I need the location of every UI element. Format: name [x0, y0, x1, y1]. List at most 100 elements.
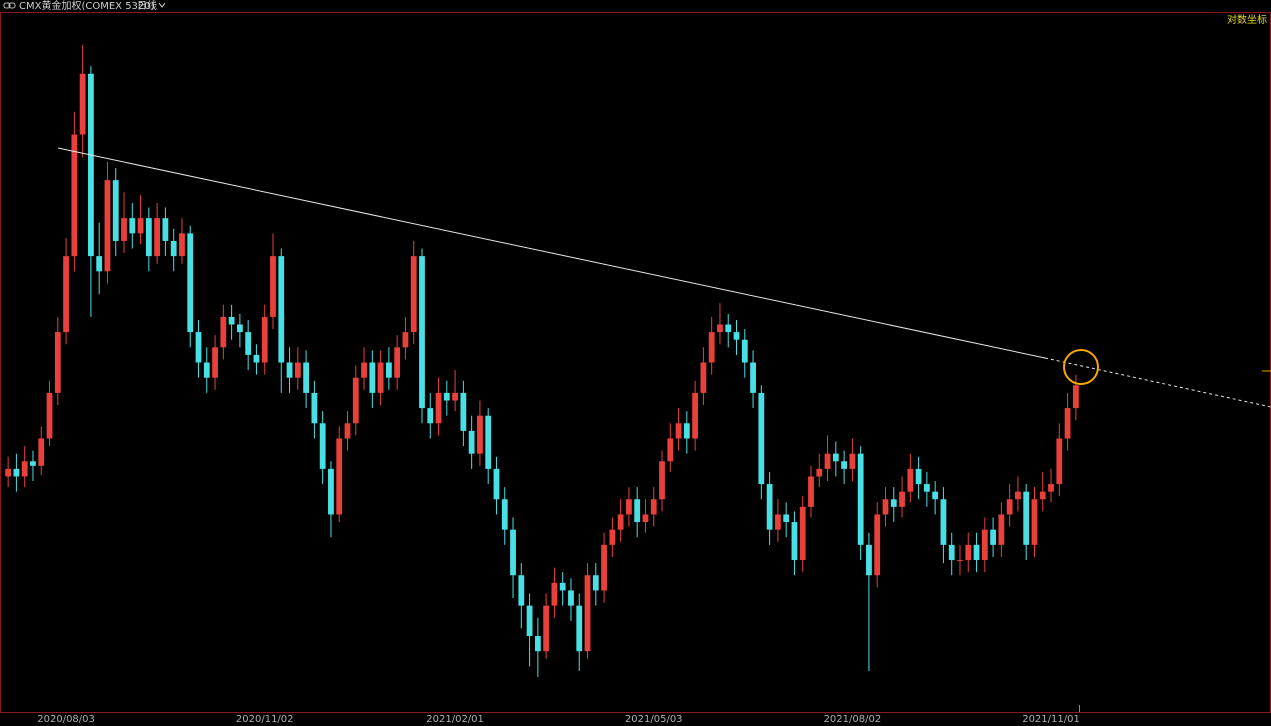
candle-body — [634, 499, 641, 523]
candle-body — [948, 544, 955, 561]
period-selector[interactable]: 日线 — [137, 0, 157, 12]
candle-body — [816, 468, 823, 477]
candle-body — [468, 430, 475, 454]
candle-body — [344, 423, 351, 439]
candle-body — [270, 256, 276, 317]
candle-body — [1056, 438, 1063, 485]
candle-body — [104, 180, 111, 272]
candle-body — [601, 544, 607, 591]
candle-body — [559, 582, 566, 591]
candle-body — [220, 316, 227, 348]
link-icon[interactable] — [3, 2, 16, 9]
candle-body — [261, 316, 268, 363]
candle-body — [857, 453, 864, 545]
candle-body — [882, 499, 889, 515]
candle-body — [38, 438, 45, 466]
candle-body — [700, 362, 707, 393]
x-tick-label: 2020/11/02 — [236, 714, 294, 725]
candle-body — [832, 453, 839, 462]
candle-body — [957, 560, 963, 562]
candle-body — [328, 468, 334, 515]
candle-body — [758, 392, 765, 485]
candle-body — [145, 218, 152, 257]
candle-body — [137, 218, 144, 234]
candle-body — [866, 544, 872, 576]
candle-body — [766, 484, 773, 530]
candle-body — [170, 240, 177, 257]
candle-body — [642, 514, 649, 523]
candle-body — [1039, 491, 1046, 500]
candle-body — [568, 590, 574, 606]
candle-body — [1006, 499, 1013, 515]
candle-body — [741, 339, 748, 363]
candle-body — [377, 362, 384, 393]
candle-body — [410, 256, 417, 333]
candle-body — [667, 438, 674, 462]
candle-body — [71, 134, 78, 257]
candle-body — [890, 499, 897, 507]
candle-body — [1031, 499, 1038, 545]
candle-body — [518, 575, 525, 606]
candle-body — [30, 461, 36, 466]
candle-body — [584, 575, 591, 652]
candle-body — [650, 499, 657, 515]
candle-body — [510, 529, 516, 576]
x-tick-label: 2021/08/02 — [824, 714, 882, 725]
candle-body — [708, 332, 715, 363]
candle-body — [319, 423, 326, 469]
candle-body — [460, 392, 467, 431]
candle-body — [228, 316, 235, 325]
candle-body — [799, 506, 806, 561]
candle-body — [162, 218, 169, 241]
candle-body — [1064, 408, 1071, 439]
candle-body — [899, 491, 905, 507]
candle-body — [303, 362, 310, 393]
candle-body — [203, 362, 210, 378]
candle-body — [998, 514, 1005, 545]
candle-body — [361, 362, 367, 378]
candle-body — [923, 484, 930, 492]
candle-body — [63, 256, 69, 333]
candle-body — [79, 73, 86, 135]
candle-body — [278, 256, 285, 363]
candle-body — [965, 544, 972, 561]
instrument-title[interactable]: CMX黄金加权(COMEX 5320) — [19, 0, 155, 12]
candle-body — [824, 453, 831, 469]
candle-body — [907, 468, 914, 492]
trendline-extension — [1044, 357, 1271, 408]
candle-body — [294, 362, 301, 378]
candle-body — [88, 73, 94, 257]
candle-body — [791, 522, 798, 561]
candle-body — [352, 377, 359, 424]
candle-body — [402, 332, 409, 348]
candle-body — [121, 218, 127, 241]
candle-body — [675, 423, 682, 439]
candle-body — [750, 362, 756, 393]
candle-body — [932, 491, 939, 500]
candle-body — [452, 392, 458, 401]
candle-body — [717, 324, 723, 333]
period-dropdown-arrow[interactable] — [158, 2, 166, 8]
candle-body — [54, 332, 61, 393]
candle-body — [981, 529, 988, 561]
candle-body — [692, 392, 699, 439]
candle-body — [551, 582, 558, 606]
candle-body — [526, 605, 533, 637]
log-scale-button[interactable]: 对数坐标 — [1227, 13, 1267, 26]
candle-body — [419, 256, 425, 409]
candle-body — [477, 415, 483, 454]
candle-body — [543, 605, 550, 652]
x-tick-label: 2021/05/03 — [625, 714, 683, 725]
candle-body — [874, 514, 881, 576]
candle-body — [443, 392, 450, 401]
candle-body — [783, 514, 790, 523]
candle-body — [940, 499, 947, 545]
candle-body — [46, 392, 53, 439]
candle-body — [13, 468, 20, 477]
x-tick-label: 2020/08/03 — [37, 714, 95, 725]
candle-body — [841, 461, 848, 469]
candle-body — [427, 408, 434, 424]
highlight-circle — [1063, 349, 1099, 385]
candle-body — [236, 324, 243, 333]
